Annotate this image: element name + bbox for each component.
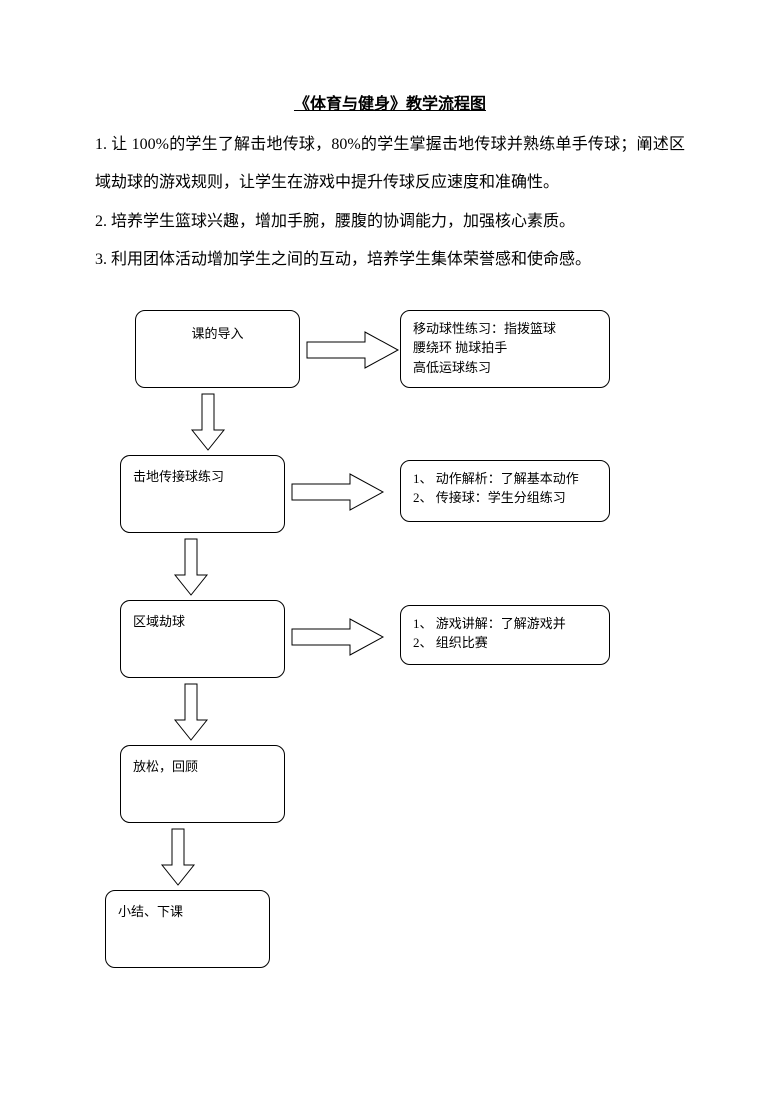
- arrow-right-icon: [290, 472, 385, 512]
- arrow-right-icon: [305, 330, 400, 370]
- page-title: 《体育与健身》教学流程图: [95, 90, 685, 114]
- objective-3: 3. 利用团体活动增加学生之间的互动，培养学生集体荣誉感和使命感。: [95, 241, 685, 279]
- arrow-right-icon: [290, 617, 385, 657]
- flow-step-3: 区域劫球: [120, 600, 285, 678]
- flow-detail-3: 1、 游戏讲解：了解游戏并2、 组织比赛: [400, 605, 610, 665]
- flow-step-2: 击地传接球练习: [120, 455, 285, 533]
- flow-step-5: 小结、下课: [105, 890, 270, 968]
- flowchart: 课的导入击地传接球练习区域劫球放松，回顾小结、下课 移动球性练习：指拨篮球腰绕环 …: [95, 310, 685, 1010]
- flow-detail-1: 移动球性练习：指拨篮球腰绕环 抛球拍手高低运球练习: [400, 310, 610, 388]
- objective-2: 2. 培养学生篮球兴趣，增加手腕，腰腹的协调能力，加强核心素质。: [95, 203, 685, 241]
- flow-detail-2: 1、 动作解析：了解基本动作2、 传接球：学生分组练习: [400, 460, 610, 522]
- arrow-down-icon: [173, 682, 209, 742]
- objective-1: 1. 让 100%的学生了解击地传球，80%的学生掌握击地传球并熟练单手传球；阐…: [95, 126, 685, 203]
- arrow-down-icon: [190, 392, 226, 452]
- arrow-down-icon: [160, 827, 196, 887]
- flow-step-4: 放松，回顾: [120, 745, 285, 823]
- flow-step-1: 课的导入: [135, 310, 300, 388]
- arrow-down-icon: [173, 537, 209, 597]
